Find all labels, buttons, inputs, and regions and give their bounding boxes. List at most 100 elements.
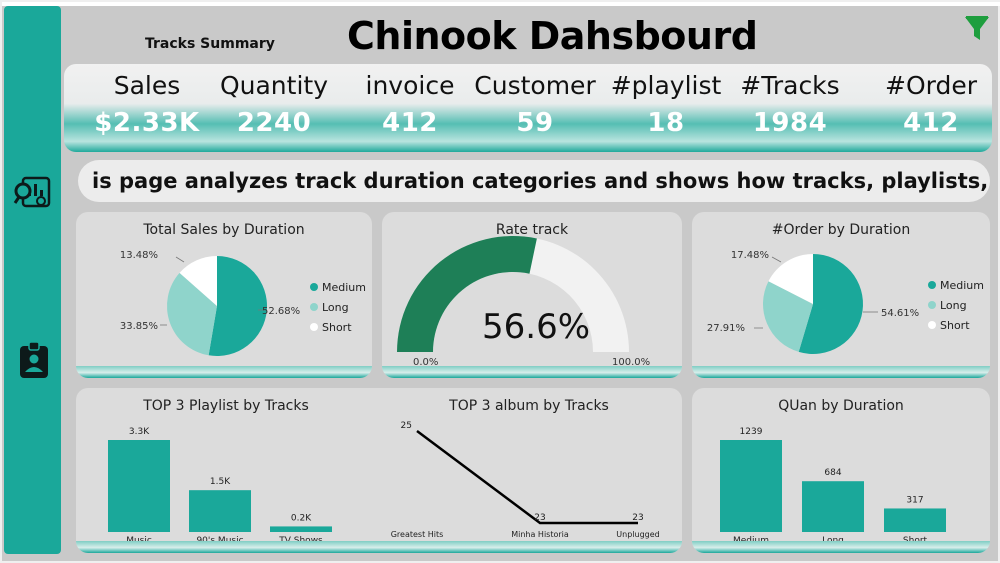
page-title: Chinook Dahsbourd — [347, 14, 758, 58]
bar-short — [884, 508, 946, 532]
kpi-value: 18 — [647, 108, 685, 138]
chart-title: Rate track — [495, 222, 569, 238]
legend-item-long[interactable]: Long — [928, 295, 984, 315]
legend-label: Medium — [322, 280, 366, 294]
legend-dot — [928, 321, 936, 329]
pie-slice-long — [763, 281, 813, 352]
kpi-value: 59 — [516, 108, 554, 138]
chart-title: TOP 3 Playlist by Tracks — [143, 398, 309, 414]
kpi-label: Customer — [474, 71, 596, 100]
page-subtitle: Tracks Summary — [145, 36, 275, 52]
kpi-label: #playlist — [610, 71, 722, 100]
gauge-min-label: 0.0% — [413, 357, 439, 368]
pie-slice-short — [768, 254, 813, 304]
chart-title: TOP 3 album by Tracks — [449, 398, 609, 414]
legend-dot — [928, 281, 936, 289]
line-data-label: 25 — [401, 421, 412, 431]
x-tick-label: Greatest Hits — [391, 530, 444, 539]
line-chart-album: 25 Greatest Hits 23 Minha Historia 23 Unplugg… — [391, 421, 660, 539]
x-tick-label: Unplugged — [616, 530, 659, 539]
kpi-label: #Tracks — [740, 71, 840, 100]
bar-chart-playlist: 3.3K Music 1.5K 90's Music 0.2K TV Shows — [108, 427, 332, 546]
line-data-label: 23 — [534, 513, 545, 523]
bar-music — [108, 440, 170, 532]
bar-long — [802, 481, 864, 532]
pie-legend: Medium Long Short — [310, 277, 366, 337]
analytics-icon[interactable] — [13, 174, 53, 214]
legend-item-medium[interactable]: Medium — [928, 275, 984, 295]
pie-chart-sales: 52.68% 33.85% 13.48% — [120, 250, 300, 356]
kpi-value: 2240 — [236, 108, 312, 138]
gauge-max-label: 100.0% — [612, 357, 651, 368]
legend-label: Medium — [940, 278, 984, 292]
bar-tv-shows — [270, 526, 332, 532]
top-strip — [2, 2, 1000, 6]
pie-slice-short — [179, 256, 217, 306]
kpi-value: 412 — [903, 108, 959, 138]
legend-item-short[interactable]: Short — [310, 317, 366, 337]
pie-legend: Medium Long Short — [928, 275, 984, 335]
legend-dot — [310, 283, 318, 291]
x-tick-label: Long — [822, 536, 844, 546]
legend-dot — [928, 301, 936, 309]
pie-data-label: 54.61% — [881, 308, 919, 319]
filter-icon[interactable] — [964, 15, 990, 43]
card-order-by-duration: #Order by Duration 54.61% 27.91% 17.48% Me… — [692, 212, 990, 378]
gauge-chart — [397, 236, 629, 352]
legend-label: Short — [940, 318, 970, 332]
pie-data-label: 33.85% — [120, 321, 158, 332]
legend-label: Long — [940, 298, 967, 312]
kpi-label: #Order — [885, 71, 977, 100]
pie-data-label: 17.48% — [731, 250, 769, 261]
ticker-banner: is page analyzes track duration categori… — [78, 160, 990, 202]
bar-data-label: 684 — [824, 468, 841, 478]
pie-slice-long — [167, 272, 217, 356]
pie-data-label: 13.48% — [120, 250, 158, 261]
pie-slice-medium — [798, 254, 863, 354]
legend-item-short[interactable]: Short — [928, 315, 984, 335]
bar-medium — [720, 440, 782, 532]
card-rate-track: Rate track 56.6% 0.0% 100.0% — [382, 212, 682, 378]
legend-dot — [310, 323, 318, 331]
legend-item-medium[interactable]: Medium — [310, 277, 366, 297]
id-badge-icon[interactable] — [14, 340, 54, 380]
x-tick-label: TV Shows — [278, 536, 323, 546]
chart-title: Total Sales by Duration — [143, 222, 305, 238]
x-tick-label: Medium — [733, 536, 769, 546]
chart-title: #Order by Duration — [771, 222, 911, 238]
line-series — [416, 429, 638, 525]
bar-data-label: 1.5K — [210, 477, 231, 487]
bar-chart-quan: 1239 Medium 684 Long 317 Short — [720, 427, 946, 546]
bar-90-s-music — [189, 490, 251, 532]
legend-dot — [310, 303, 318, 311]
bar-data-label: 0.2K — [291, 513, 312, 523]
ticker-text: is page analyzes track duration categori… — [92, 169, 990, 193]
left-nav-bar — [4, 6, 61, 554]
kpi-label: Sales — [113, 71, 181, 100]
pie-leader-line — [771, 256, 782, 263]
x-tick-label: Minha Historia — [511, 530, 569, 539]
pie-slice-medium — [208, 256, 268, 356]
legend-label: Long — [322, 300, 349, 314]
bar-data-label: 3.3K — [129, 427, 150, 437]
kpi-value: $2.33K — [94, 108, 200, 138]
x-tick-label: 90's Music — [196, 536, 243, 546]
pie-leader-line — [175, 256, 185, 263]
kpi-label: invoice — [365, 71, 455, 100]
line-data-label: 23 — [632, 513, 643, 523]
gauge-fill — [397, 236, 537, 352]
kpi-label: Quantity — [219, 71, 329, 100]
bar-data-label: 317 — [906, 495, 923, 505]
pie-data-label: 27.91% — [707, 323, 745, 334]
chart-title: QUan by Duration — [778, 398, 904, 414]
kpi-band: Sales $2.33K Quantity 2240 invoice 412 C… — [64, 64, 992, 152]
pie-data-label: 52.68% — [262, 306, 300, 317]
legend-label: Short — [322, 320, 352, 334]
x-tick-label: Short — [903, 536, 928, 546]
gauge-value: 56.6% — [482, 307, 591, 347]
card-quan-by-duration: QUan by Duration 1239 Medium 684 Long 317 Sho… — [692, 388, 990, 553]
card-top3: TOP 3 Playlist by Tracks TOP 3 album by … — [76, 388, 682, 553]
kpi-value: 1984 — [752, 108, 828, 138]
legend-item-long[interactable]: Long — [310, 297, 366, 317]
